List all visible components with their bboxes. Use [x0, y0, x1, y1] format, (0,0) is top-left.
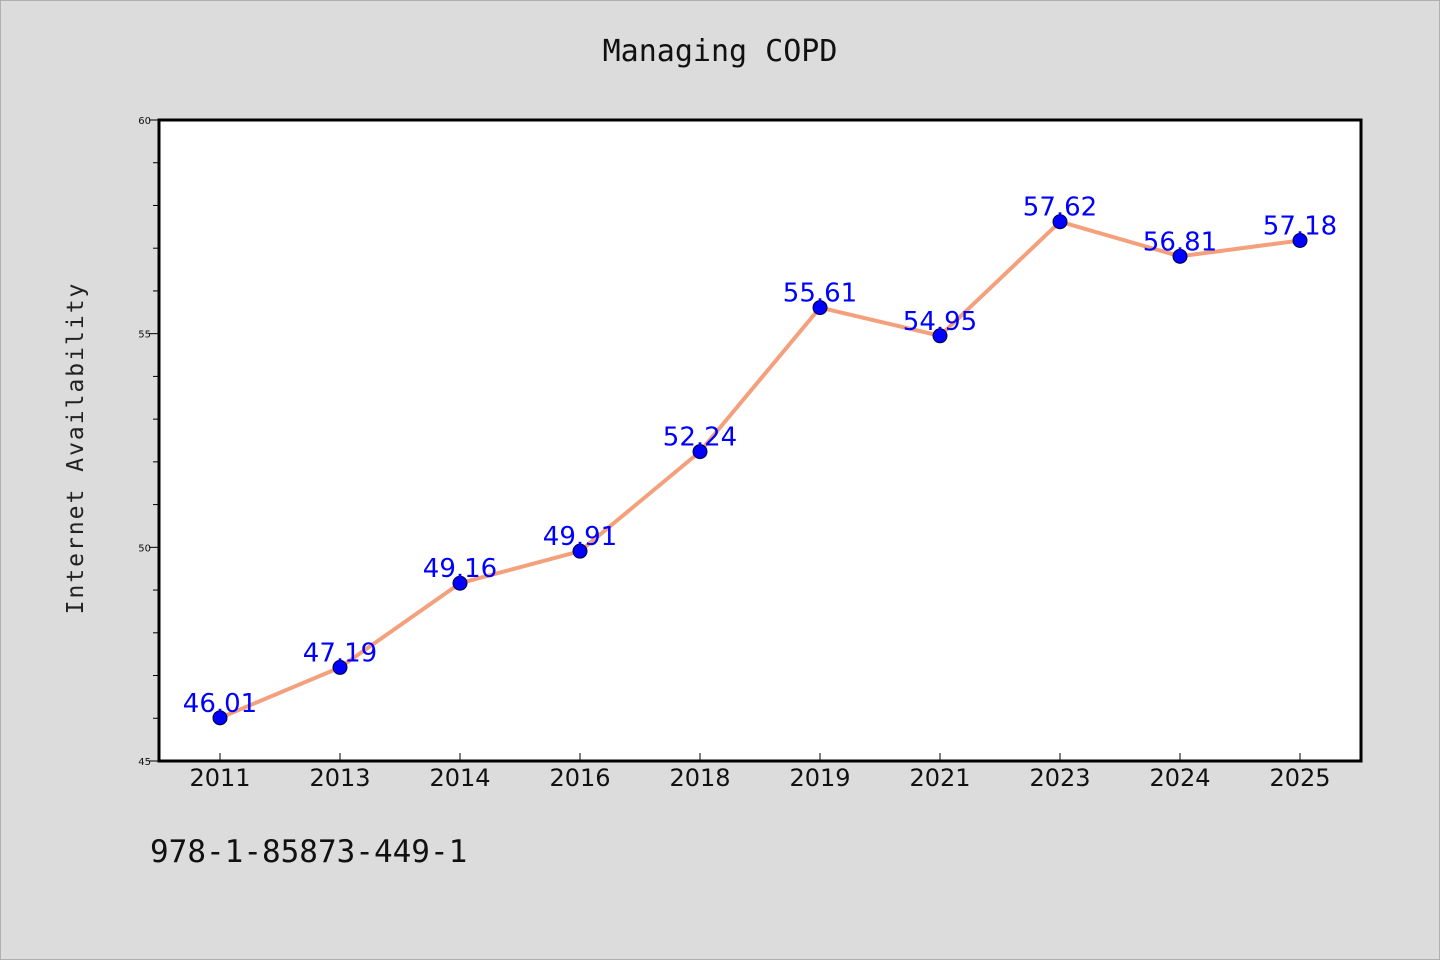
data-point-marker: [572, 543, 588, 559]
data-label: 46.01: [183, 689, 257, 719]
data-label: 52.24: [663, 423, 737, 453]
x-tick-label: 2025: [1269, 764, 1330, 792]
y-axis: 45 50 55 60: [138, 116, 159, 768]
data-point-marker: [1052, 214, 1068, 230]
data-labels-group: 46.01 47.19 49.16 49.91 52.24 55.61 54.95 57.62…: [183, 193, 1337, 719]
data-label: 49.91: [543, 522, 617, 552]
series-line: [218, 219, 1302, 720]
x-tick-label: 2011: [189, 764, 250, 792]
data-label: 49.16: [423, 554, 497, 584]
y-tick-label: 45: [138, 757, 151, 768]
data-point-marker: [332, 659, 348, 675]
x-tick-label: 2018: [669, 764, 730, 792]
markers-group: [212, 214, 1308, 726]
y-tick-label: 55: [138, 330, 151, 341]
data-point-marker: [452, 575, 468, 591]
x-tick-label: 2021: [909, 764, 970, 792]
data-label: 57.62: [1023, 193, 1097, 223]
x-tick-label: 2023: [1029, 764, 1090, 792]
data-label: 57.18: [1263, 212, 1337, 242]
data-label: 55.61: [783, 279, 857, 309]
x-tick-label: 2013: [309, 764, 370, 792]
data-point-marker: [692, 444, 708, 460]
data-label: 47.19: [303, 638, 377, 668]
chart-title: Managing COPD: [602, 34, 838, 69]
isbn-text: 978-1-85873-449-1: [150, 834, 468, 870]
data-point-marker: [1292, 233, 1308, 249]
data-label: 54.95: [903, 307, 977, 337]
data-point-marker: [1172, 248, 1188, 264]
data-label: 56.81: [1143, 227, 1217, 257]
x-tick-label: 2019: [789, 764, 850, 792]
x-tick-label: 2024: [1149, 764, 1210, 792]
data-point-marker: [812, 300, 828, 316]
x-tick-label: 2014: [429, 764, 490, 792]
data-point-marker: [212, 710, 228, 726]
series-line-group: [218, 219, 1302, 720]
y-tick-label: 50: [138, 543, 151, 554]
y-tick-label: 60: [138, 116, 151, 127]
data-point-marker: [932, 328, 948, 344]
x-tick-label: 2016: [549, 764, 610, 792]
x-axis: 2011 2013 2014 2016 2018 2019 2021 2023 2024 2025: [189, 753, 1331, 792]
